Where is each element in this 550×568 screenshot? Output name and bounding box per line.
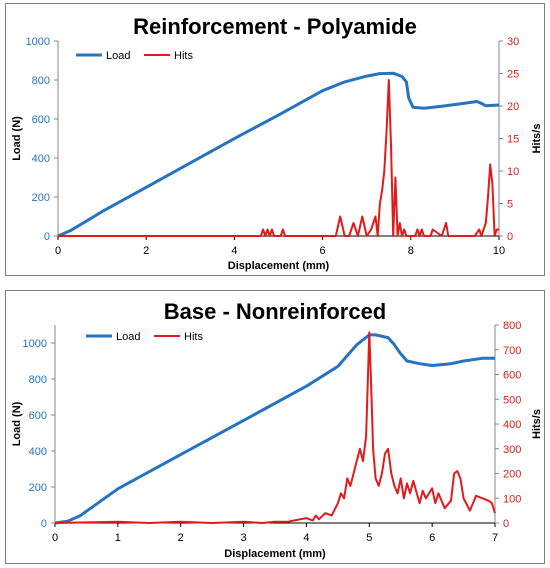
legend-label-load: Load — [116, 331, 140, 343]
x-tick-label: 0 — [52, 532, 58, 544]
y2-tick-label: 5 — [507, 199, 513, 211]
x-tick-label: 4 — [303, 532, 309, 544]
x-tick-label: 8 — [408, 245, 414, 257]
y2-tick-label: 0 — [507, 231, 513, 243]
x-tick-label: 6 — [320, 245, 326, 257]
y2-tick-label: 20 — [507, 101, 519, 113]
y2-tick-label: 25 — [507, 69, 519, 81]
y2-tick-label: 700 — [503, 345, 521, 357]
y2-tick-label: 100 — [503, 493, 521, 505]
x-tick-label: 0 — [55, 245, 61, 257]
y-tick-label: 0 — [44, 231, 50, 243]
y-tick-label: 600 — [29, 410, 47, 422]
y-tick-label: 0 — [41, 518, 47, 530]
x-tick-label: 5 — [366, 532, 372, 544]
chart-title: Reinforcement - Polyamide — [133, 14, 417, 39]
legend-label-load: Load — [106, 50, 130, 62]
x-axis-label: Displacement (mm) — [228, 260, 330, 272]
y2-tick-label: 10 — [507, 166, 519, 178]
y-axis-label: Load (N) — [11, 401, 23, 446]
y-tick-label: 400 — [29, 446, 47, 458]
y-axis-label: Load (N) — [11, 116, 23, 161]
x-axis-label: Displacement (mm) — [224, 548, 326, 560]
y-tick-label: 200 — [29, 482, 47, 494]
y2-axis-label: Hits/s — [531, 409, 543, 439]
x-tick-label: 6 — [429, 532, 435, 544]
y2-tick-label: 15 — [507, 134, 519, 146]
legend-label-hits: Hits — [184, 331, 203, 343]
x-tick-label: 10 — [493, 245, 505, 257]
y2-tick-label: 500 — [503, 394, 521, 406]
series-line-load — [57, 71, 500, 238]
y2-tick-label: 0 — [503, 518, 509, 530]
y2-tick-label: 800 — [503, 320, 521, 332]
y-tick-label: 1000 — [26, 36, 50, 48]
x-tick-label: 1 — [115, 532, 121, 544]
y2-tick-label: 300 — [503, 444, 521, 456]
series-line-load — [54, 333, 495, 525]
legend-label-hits: Hits — [174, 50, 193, 62]
y-tick-label: 1000 — [23, 338, 47, 350]
series-line-hits — [54, 331, 496, 524]
chart-panel-base: Base - Nonreinforced 0 1 2 3 4 5 6 7 0 200 400 600 80… — [5, 290, 545, 564]
y-tick-label: 400 — [32, 153, 50, 165]
x-tick-label: 2 — [178, 532, 184, 544]
y-tick-label: 600 — [32, 114, 50, 126]
y2-tick-label: 200 — [503, 469, 521, 481]
x-tick-label: 3 — [241, 532, 247, 544]
chart-panel-reinforcement: Reinforcement - Polyamide 0 2 4 6 8 10 0 200 400 6… — [5, 3, 545, 276]
series-line-hits — [58, 79, 499, 237]
x-tick-label: 2 — [143, 245, 149, 257]
y2-axis-label: Hits/s — [531, 124, 543, 154]
y-tick-label: 800 — [29, 374, 47, 386]
y-tick-label: 200 — [32, 192, 50, 204]
x-tick-label: 4 — [231, 245, 237, 257]
y2-tick-label: 30 — [507, 36, 519, 48]
y-tick-label: 800 — [32, 75, 50, 87]
x-tick-label: 7 — [492, 532, 498, 544]
y2-tick-label: 400 — [503, 419, 521, 431]
chart-title: Base - Nonreinforced — [164, 299, 387, 324]
y2-tick-label: 600 — [503, 370, 521, 382]
